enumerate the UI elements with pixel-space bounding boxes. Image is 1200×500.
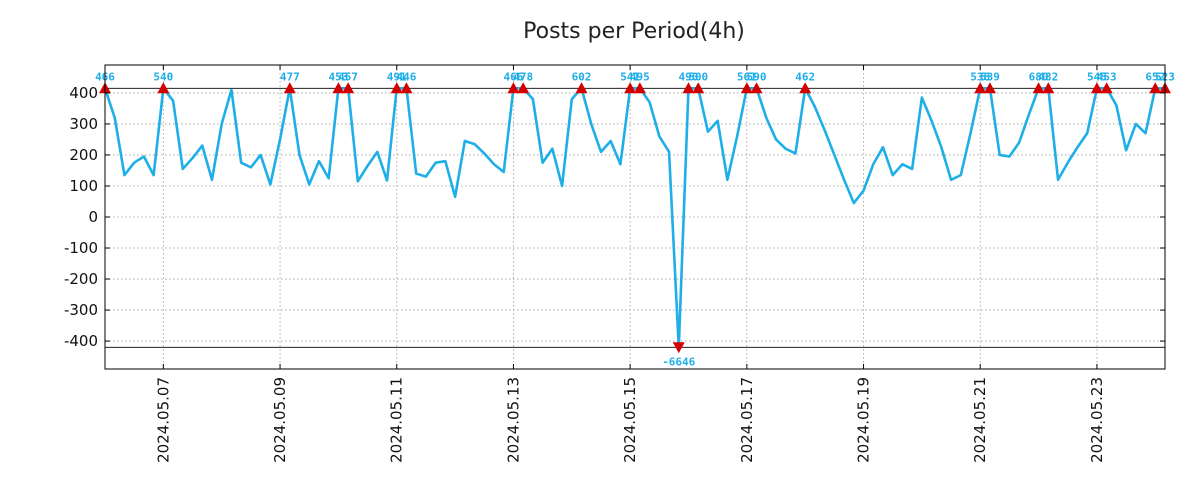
peak-label: 652 (1145, 70, 1165, 83)
peak-marker (342, 82, 355, 94)
peak-marker (517, 82, 530, 94)
series-layer (103, 86, 1165, 349)
peak-label: 466 (504, 70, 524, 83)
trough-marker (672, 342, 685, 354)
peak-label: 539 (980, 70, 1000, 83)
x-tick-label: 2024.05.19 (855, 377, 873, 463)
peak-label: 500 (688, 70, 708, 83)
peak-marker (799, 82, 812, 94)
peak-label: 590 (747, 70, 767, 83)
peak-label: 491 (387, 70, 407, 83)
peak-marker (400, 82, 413, 94)
y-tick-label: -100 (64, 239, 98, 257)
peak-label: 462 (795, 70, 815, 83)
peak-marker (633, 82, 646, 94)
x-axis-ticks: 2024.05.07 2024.05.09 2024.05.11 2024.05.13… (154, 65, 1106, 463)
x-tick-label: 2024.05.09 (271, 377, 289, 463)
peak-marker (1090, 82, 1103, 94)
peak-markers (99, 82, 1171, 354)
y-tick-label: -400 (64, 332, 98, 350)
peak-marker (974, 82, 987, 94)
peak-label: 490 (679, 70, 699, 83)
y-tick-label: 300 (69, 115, 98, 133)
peak-label: 541 (620, 70, 640, 83)
y-axis-ticks: 400 300 200 100 0 -100 -200 -300 -400 (64, 84, 1165, 350)
peak-label: 561 (737, 70, 757, 83)
peak-label: 545 (1087, 70, 1107, 83)
peak-marker (750, 82, 763, 94)
y-tick-label: -200 (64, 270, 98, 288)
x-tick-label: 2024.05.23 (1088, 377, 1106, 463)
chart-title: Posts per Period(4h) (523, 19, 745, 44)
peak-label: 602 (572, 70, 592, 83)
y-tick-label: 400 (69, 84, 98, 102)
peak-marker (740, 82, 753, 94)
peak-marker (575, 82, 588, 94)
peak-marker (390, 82, 403, 94)
peak-label: 457 (338, 70, 358, 83)
trough-label: -6646 (662, 355, 695, 368)
peak-label: 540 (153, 70, 173, 83)
x-tick-label: 2024.05.15 (621, 377, 639, 463)
peak-marker (507, 82, 520, 94)
peak-marker (1149, 82, 1162, 94)
peak-label: 477 (280, 70, 300, 83)
peak-label: 538 (970, 70, 990, 83)
peak-marker (624, 82, 637, 94)
peak-label: 453 (1097, 70, 1117, 83)
peak-label: 680 (1029, 70, 1049, 83)
peak-marker (283, 82, 296, 94)
peak-label: 453 (328, 70, 348, 83)
x-tick-label: 2024.05.17 (738, 377, 756, 463)
peak-marker (1042, 82, 1055, 94)
peak-marker (1032, 82, 1045, 94)
peak-marker (692, 82, 705, 94)
peak-marker (1100, 82, 1113, 94)
x-tick-label: 2024.05.11 (388, 377, 406, 463)
y-tick-label: 100 (69, 177, 98, 195)
grid-layer (105, 65, 1165, 369)
y-tick-label: -300 (64, 301, 98, 319)
x-tick-label: 2024.05.07 (154, 377, 172, 463)
peak-label: 478 (513, 70, 533, 83)
reference-lines (105, 87, 1165, 348)
series-line-posts (103, 86, 1165, 349)
peak-label: 446 (397, 70, 417, 83)
y-tick-label: 200 (69, 146, 98, 164)
peak-marker (682, 82, 695, 94)
peak-marker (157, 82, 170, 94)
x-tick-label: 2024.05.13 (504, 377, 522, 463)
peak-marker (983, 82, 996, 94)
peak-label: 495 (630, 70, 650, 83)
y-tick-label: 0 (88, 208, 98, 226)
peak-marker (332, 82, 345, 94)
peak-label: 482 (1038, 70, 1058, 83)
x-tick-label: 2024.05.21 (971, 377, 989, 463)
